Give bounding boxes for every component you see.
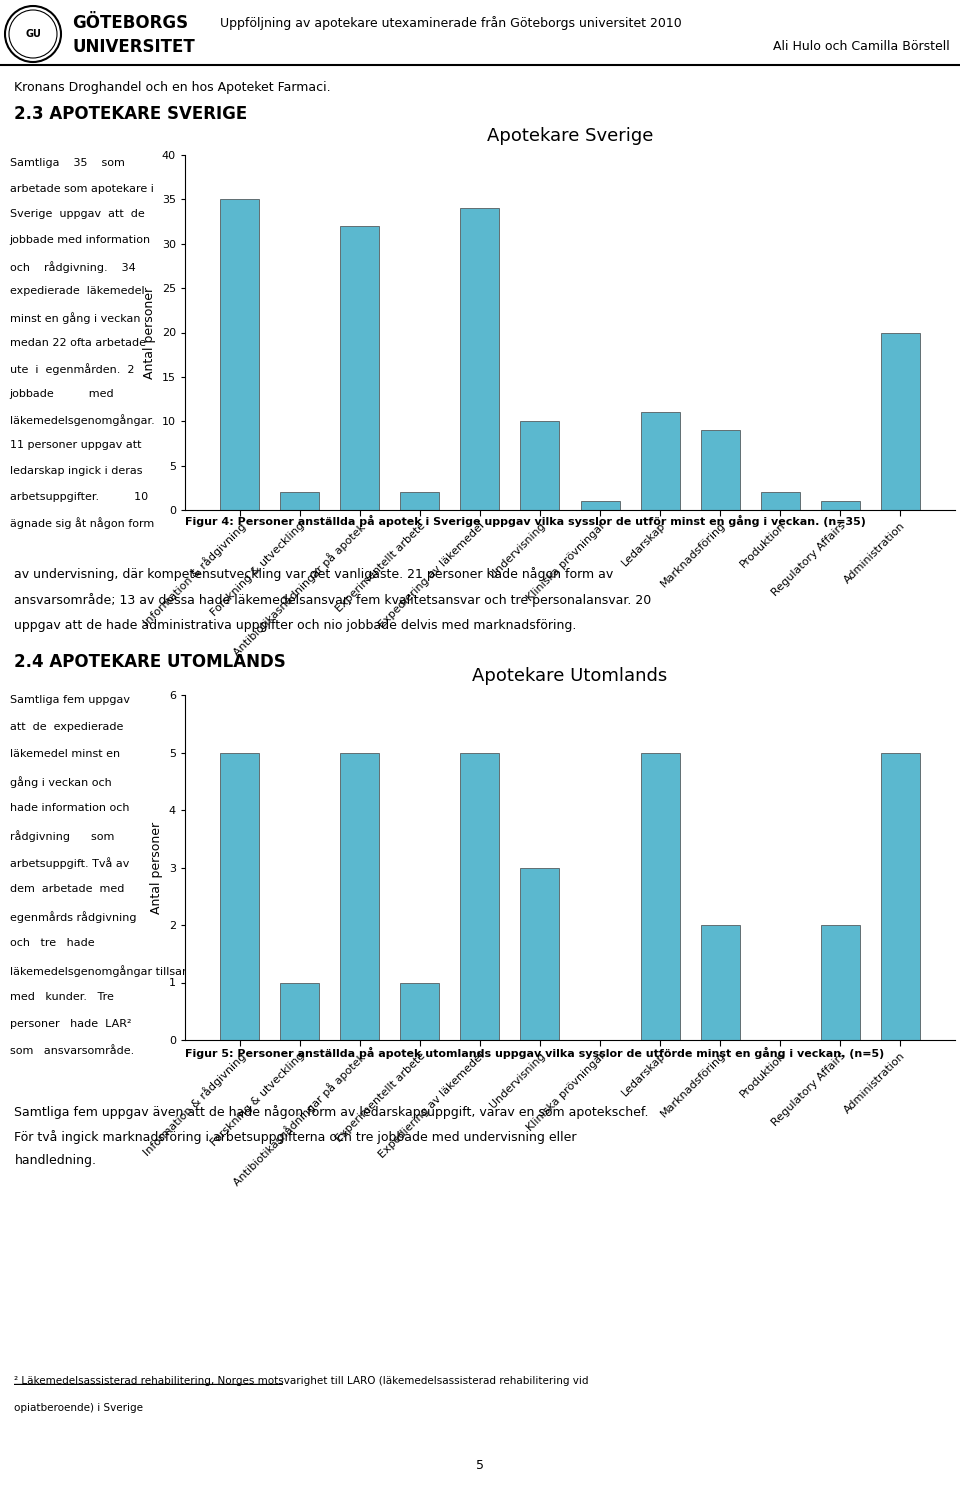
Text: läkemedel minst en: läkemedel minst en [10, 749, 120, 759]
Bar [821, 502, 860, 511]
Title: Apotekare Sverige: Apotekare Sverige [487, 127, 653, 144]
Text: GÖTEBORGS: GÖTEBORGS [72, 13, 188, 31]
Bar [280, 493, 319, 511]
Bar [280, 983, 319, 1039]
Text: minst en gång i veckan: minst en gång i veckan [10, 311, 140, 323]
Text: och    rådgivning.    34: och rådgivning. 34 [10, 261, 135, 272]
Text: att  de  expedierade: att de expedierade [10, 722, 123, 733]
Text: arbetade som apotekare i: arbetade som apotekare i [10, 183, 154, 194]
Text: expedierade  läkemedel: expedierade läkemedel [10, 286, 144, 296]
Bar [340, 752, 379, 1039]
Bar [220, 752, 259, 1039]
Text: egenmårds rådgivning: egenmårds rådgivning [10, 911, 136, 923]
Bar [520, 868, 560, 1039]
Bar [461, 208, 499, 511]
Bar [640, 412, 680, 511]
Text: ² Läkemedelsassisterad rehabilitering, Norges motsvarighet till LARO (läkemedels: ² Läkemedelsassisterad rehabilitering, N… [14, 1376, 588, 1386]
Text: gång i veckan och: gång i veckan och [10, 776, 111, 788]
Bar [581, 502, 619, 511]
Text: Figur 5: Personer anställda på apotek utomlands uppgav vilka sysslor de utförde : Figur 5: Personer anställda på apotek ut… [185, 1047, 884, 1059]
Bar [821, 925, 860, 1039]
Text: som   ansvarsområde.: som ansvarsområde. [10, 1047, 133, 1057]
Text: Sverige  uppgav  att  de: Sverige uppgav att de [10, 210, 144, 219]
Y-axis label: Antal personer: Antal personer [151, 822, 163, 914]
Text: För två ingick marknadsföring i arbetsuppgifterna och tre jobbade med undervisni: För två ingick marknadsföring i arbetsup… [14, 1130, 577, 1144]
Text: opiatberoende) i Sverige: opiatberoende) i Sverige [14, 1403, 143, 1413]
Text: ägnade sig åt någon form: ägnade sig åt någon form [10, 517, 154, 529]
Text: Samtliga fem uppgav: Samtliga fem uppgav [10, 695, 130, 704]
Text: ansvarsområde; 13 av dessa hade läkemedelsansvar, fem kvalitetsansvar och tre pe: ansvarsområde; 13 av dessa hade läkemede… [14, 593, 652, 608]
Text: Ali Hulo och Camilla Börstell: Ali Hulo och Camilla Börstell [773, 40, 950, 54]
Text: uppgav att de hade administrativa uppgifter och nio jobbade delvis med marknadsf: uppgav att de hade administrativa uppgif… [14, 619, 577, 631]
Text: med   kunder.   Tre: med kunder. Tre [10, 992, 113, 1002]
Text: arbetsuppgifter.          10: arbetsuppgifter. 10 [10, 491, 148, 502]
Bar [881, 752, 920, 1039]
Bar [881, 332, 920, 511]
Text: Kronans Droghandel och en hos Apoteket Farmaci.: Kronans Droghandel och en hos Apoteket F… [14, 80, 331, 94]
Text: handledning.: handledning. [14, 1154, 96, 1167]
Bar [400, 493, 440, 511]
Text: jobbade med information: jobbade med information [10, 235, 151, 246]
Text: och   tre   hade: och tre hade [10, 938, 94, 948]
Text: jobbade          med: jobbade med [10, 389, 114, 399]
Bar [701, 430, 740, 511]
Text: ledarskap ingick i deras: ledarskap ingick i deras [10, 466, 142, 476]
Bar [340, 226, 379, 511]
Title: Apotekare Utomlands: Apotekare Utomlands [472, 667, 667, 685]
Text: Figur 4: Personer anställda på apotek i Sverige uppgav vilka sysslor de utför mi: Figur 4: Personer anställda på apotek i … [185, 515, 866, 527]
Text: Uppföljning av apotekare utexaminerade från Göteborgs universitet 2010: Uppföljning av apotekare utexaminerade f… [220, 16, 682, 30]
Text: GU: GU [25, 28, 41, 39]
Text: läkemedelsgenomgångar.: läkemedelsgenomgångar. [10, 414, 155, 426]
Bar [220, 200, 259, 511]
Text: hade information och: hade information och [10, 803, 129, 813]
Bar [760, 493, 800, 511]
Bar [640, 752, 680, 1039]
Bar [400, 983, 440, 1039]
Bar [520, 421, 560, 511]
Text: av undervisning, där kompetensutveckling var det vanligaste. 21 personer hade nå: av undervisning, där kompetensutveckling… [14, 567, 613, 581]
Bar [461, 752, 499, 1039]
Text: ute  i  egenmården.  2: ute i egenmården. 2 [10, 363, 134, 375]
Text: dem  arbetade  med: dem arbetade med [10, 884, 124, 895]
Text: Samtliga    35    som: Samtliga 35 som [10, 158, 125, 168]
Y-axis label: Antal personer: Antal personer [143, 286, 156, 378]
Text: arbetsuppgift. Två av: arbetsuppgift. Två av [10, 858, 129, 870]
Bar [701, 925, 740, 1039]
Text: personer   hade  LAR²: personer hade LAR² [10, 1020, 132, 1029]
Text: 11 personer uppgav att: 11 personer uppgav att [10, 441, 141, 450]
Text: 2.4 APOTEKARE UTOMLANDS: 2.4 APOTEKARE UTOMLANDS [14, 654, 286, 672]
Text: 5: 5 [476, 1459, 484, 1471]
Text: Samtliga fem uppgav även att de hade någon form av ledarskapsuppgift, varav en s: Samtliga fem uppgav även att de hade någ… [14, 1105, 649, 1118]
Text: medan 22 ofta arbetade: medan 22 ofta arbetade [10, 338, 146, 347]
Text: UNIVERSITET: UNIVERSITET [72, 39, 195, 57]
Text: 2.3 APOTEKARE SVERIGE: 2.3 APOTEKARE SVERIGE [14, 106, 248, 124]
Text: rådgivning      som: rådgivning som [10, 831, 114, 843]
Text: läkemedelsgenomgångar tillsammans: läkemedelsgenomgångar tillsammans [10, 965, 223, 977]
